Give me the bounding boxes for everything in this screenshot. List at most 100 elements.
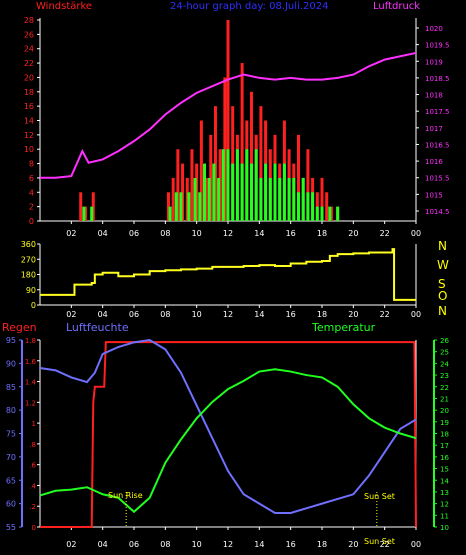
- wind-bar: [193, 177, 197, 221]
- pressure-series-line: [40, 51, 417, 179]
- humidity-y-tick-label: 80: [6, 406, 16, 415]
- pressure-y-tick-label: 1020: [425, 25, 443, 33]
- pressure-y-tick-label: 1017: [425, 125, 443, 133]
- chart-title: 24-hour graph day: 08.Juli.2024: [170, 1, 328, 12]
- wind-bar: [245, 149, 249, 221]
- wind-bar: [203, 163, 206, 221]
- wind-y-tick-label: 10: [24, 145, 34, 154]
- rain-y-tick-label: 1: [32, 420, 36, 428]
- wind-y-tick-label: 6: [29, 174, 34, 183]
- compass-letter-w: W: [437, 258, 449, 272]
- wind-bar: [315, 206, 319, 221]
- pressure-y-tick-label: 1019: [425, 58, 443, 66]
- p3-x-tick-label: 18: [317, 540, 327, 549]
- wind-bar: [320, 206, 324, 221]
- p1-x-tick-label: 14: [254, 229, 264, 238]
- gust-bar: [325, 192, 329, 221]
- rain-y-tick-label: 1.4: [25, 379, 37, 387]
- wind-bar: [217, 177, 221, 221]
- wind-y-tick-label: 2: [29, 203, 34, 212]
- humidity-y-tick-label: 55: [6, 523, 16, 532]
- wind-bar: [287, 177, 291, 221]
- p3-x-tick-label: 20: [348, 540, 358, 549]
- wind-y-tick-label: 20: [24, 73, 34, 82]
- gust-bar: [185, 177, 189, 221]
- compass-letter-s: S: [438, 277, 446, 291]
- temperature-y-tick-label: 18: [440, 431, 449, 439]
- gust-bar: [190, 149, 194, 221]
- gust-bar: [320, 177, 324, 221]
- luftdruck-label: Luftdruck: [373, 1, 420, 12]
- p1-x-tick-label: 04: [98, 229, 108, 238]
- temperature-y-tick-label: 22: [440, 384, 449, 392]
- wind-bar: [306, 192, 310, 221]
- direction-y-tick-label: 270: [21, 255, 36, 264]
- wind-bar: [226, 149, 230, 221]
- p1-x-tick-label: 20: [348, 229, 358, 238]
- wind-bar: [212, 163, 216, 221]
- humidity-y-tick-label: 90: [6, 359, 16, 368]
- direction-y-tick-label: 180: [21, 271, 36, 280]
- pressure-y-tick-label: 1018: [425, 92, 443, 100]
- pressure-y-tick-label: 1019.5: [425, 42, 450, 50]
- sunrise-label: Sun Rise: [108, 491, 143, 500]
- sunset-label: Sun Set: [364, 492, 395, 501]
- rain-y-tick-label: 1.6: [25, 358, 37, 366]
- direction-y-tick-label: 0: [31, 301, 36, 310]
- panel3-x-tick-labels: 02 04 06 08 10 12 14 16 18 20 22 00: [66, 540, 421, 549]
- gust-bar: [176, 149, 180, 221]
- gust-bar: [306, 149, 310, 221]
- p3-x-tick-label: 04: [98, 540, 108, 549]
- p1-x-tick-label: 16: [286, 229, 296, 238]
- wind-bar: [301, 177, 305, 221]
- pressure-y-tick-label: 1016.5: [425, 141, 450, 149]
- wind-y-tick-label: 28: [24, 16, 34, 25]
- p1-x-tick-label: 22: [380, 229, 390, 238]
- wind-bar: [82, 206, 86, 221]
- panel3-axis-labels: 0 .2 .4 .6 .8 1 1.2 1.4 1.6 1.8 55 60 65 70 75 80 85 90 95…: [6, 336, 450, 532]
- temperature-y-tick-label: 20: [440, 407, 449, 415]
- temperature-y-tick-label: 16: [440, 454, 449, 462]
- gust-bar: [240, 63, 244, 222]
- panel1-x-tick-labels: 02 04 06 08 10 12 14 16 18 20 22 00: [66, 229, 421, 238]
- p2-x-tick-label: 06: [129, 310, 139, 319]
- p3-x-tick-label: 08: [160, 540, 170, 549]
- wind-y-tick-label: 24: [24, 45, 34, 54]
- p2-x-tick-label: 10: [192, 310, 202, 319]
- wind-bar: [179, 192, 183, 221]
- p3-x-tick-label: 00: [411, 540, 421, 549]
- sun-markers: Sun Rise Sun Set Sun Set: [108, 491, 395, 546]
- p3-x-tick-label: 14: [254, 540, 264, 549]
- rain-y-tick-label: 1.8: [25, 337, 36, 345]
- gust-bar: [79, 192, 83, 221]
- wind-y-tick-label: 12: [24, 131, 34, 140]
- temperature-y-tick-label: 15: [440, 466, 449, 474]
- wind-bar: [264, 163, 268, 221]
- gust-bar: [329, 206, 333, 221]
- direction-y-tick-label: 360: [21, 240, 36, 249]
- humidity-y-tick-label: 95: [6, 336, 16, 345]
- panel2-x-tick-labels: 02 04 06 08 10 12 14 16 18 20 22 00: [66, 310, 421, 319]
- wind-y-tick-label: 14: [24, 117, 34, 126]
- gust-bar: [204, 177, 208, 221]
- p1-x-tick-label: 18: [317, 229, 327, 238]
- rain-y-tick-label: .4: [29, 482, 36, 490]
- gust-bar: [259, 106, 263, 221]
- rain-y-tick-label: .6: [29, 462, 36, 470]
- wind-bar: [259, 177, 263, 221]
- wind-pressure-plot-area: [39, 18, 417, 224]
- p2-x-tick-label: 20: [348, 310, 358, 319]
- p2-x-tick-label: 16: [286, 310, 296, 319]
- wind-bar: [240, 163, 244, 221]
- p3-x-tick-label: 22: [380, 540, 390, 549]
- wind-bar: [292, 177, 296, 221]
- temperature-y-tick-label: 21: [440, 395, 449, 403]
- gust-bar: [209, 134, 213, 221]
- rain-y-tick-label: 1.2: [25, 399, 36, 407]
- direction-y-tick-label: 90: [26, 286, 36, 295]
- temperature-y-tick-label: 26: [440, 337, 449, 345]
- wind-y-tick-label: 0: [29, 217, 34, 226]
- compass-letters: N W S O N: [437, 239, 449, 318]
- p1-x-tick-label: 02: [66, 229, 76, 238]
